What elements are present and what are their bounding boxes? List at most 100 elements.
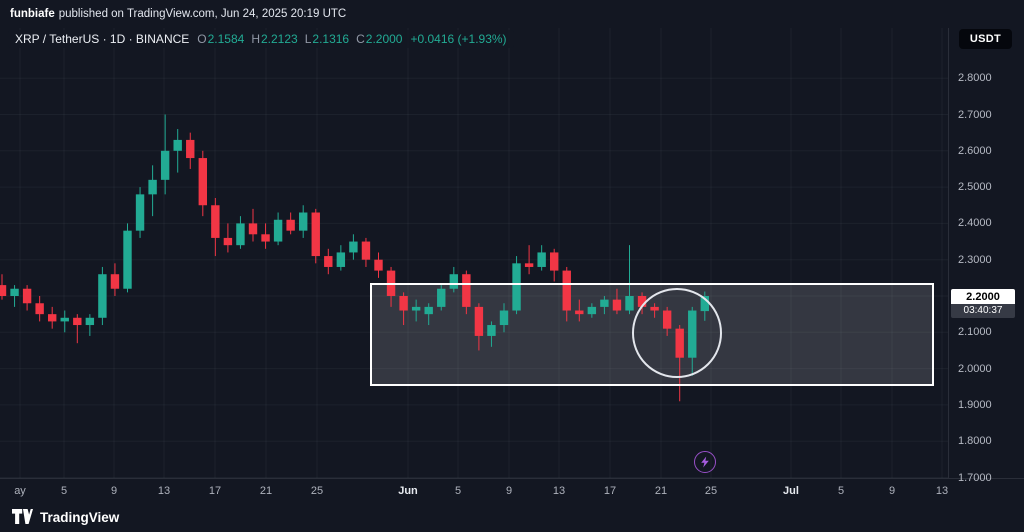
ohlc-pair: O2.1584	[197, 32, 245, 46]
candle-body	[299, 212, 308, 231]
time-axis-label: 13	[552, 485, 566, 497]
price-axis-label: 2.7000	[958, 108, 992, 121]
candle-body	[462, 274, 471, 307]
time-axis-label: 5	[454, 485, 462, 497]
candle-body	[524, 263, 534, 267]
candle-body	[60, 317, 69, 322]
time-axis-label: 5	[60, 485, 68, 497]
candle-body	[336, 252, 346, 267]
tradingview-logo-icon	[12, 509, 33, 524]
candle-body	[286, 219, 295, 231]
bar-countdown: 03:40:37	[951, 304, 1015, 318]
candle-body	[0, 285, 7, 296]
candle-body	[223, 237, 233, 246]
candle-body	[637, 296, 647, 307]
candle-body	[487, 325, 496, 336]
candle-body	[22, 288, 32, 304]
highlight-circle	[632, 288, 722, 378]
time-axis-label: 21	[654, 485, 668, 497]
candle-body	[186, 139, 195, 159]
time-axis-label: ay	[14, 485, 26, 497]
price-axis-label: 1.7000	[958, 471, 992, 484]
change-value: +0.0416 (+1.93%)	[410, 32, 507, 46]
candle-body	[85, 317, 95, 326]
candle-body	[261, 234, 270, 242]
last-price-value: 2.2000	[951, 289, 1015, 304]
price-axis-label: 2.6000	[958, 144, 992, 157]
candle-body	[575, 310, 584, 315]
price-axis-label: 2.5000	[958, 181, 992, 194]
time-axis-label: 9	[110, 485, 118, 497]
candle-body	[110, 274, 120, 289]
candle-body	[600, 299, 609, 307]
candle-body	[650, 306, 659, 311]
candle-body	[198, 158, 207, 206]
candle-body	[10, 288, 19, 296]
candle-body	[248, 223, 258, 235]
currency-toggle-button[interactable]: USDT	[958, 29, 1012, 49]
ohlc-pair: C2.2000	[356, 32, 403, 46]
candle-body	[349, 241, 358, 253]
time-axis-label: 9	[505, 485, 513, 497]
ohlc-pair: H2.2123	[251, 32, 298, 46]
candle-body	[311, 212, 320, 257]
candle-body	[135, 194, 145, 231]
candle-body	[424, 306, 433, 315]
candle-body	[675, 328, 684, 358]
price-axis-label: 2.0000	[958, 362, 992, 375]
ohlc-values: O2.1584 H2.2123 L2.1316 C2.2000	[197, 32, 402, 46]
time-axis-label: 9	[888, 485, 896, 497]
highlight-zone-border	[370, 283, 934, 386]
candle-body	[399, 296, 408, 311]
candle-body	[612, 299, 622, 311]
time-axis-label: 13	[157, 485, 171, 497]
tradingview-attribution[interactable]: TradingView	[12, 509, 119, 525]
publish-info-bar: funbiafe published on TradingView.com, J…	[0, 0, 1024, 28]
candle-body	[411, 306, 421, 311]
price-axis-label: 2.8000	[958, 72, 992, 85]
lightning-bolt-icon[interactable]	[694, 451, 716, 473]
candle-body	[48, 314, 57, 322]
candle-body	[437, 288, 446, 307]
time-axis-label: 5	[837, 485, 845, 497]
candle-body	[550, 252, 559, 271]
time-axis-label: 17	[208, 485, 222, 497]
candle-body	[499, 310, 509, 326]
price-axis-label: 2.1000	[958, 326, 992, 339]
price-axis-label: 1.9000	[958, 398, 992, 411]
tradingview-brand-text: TradingView	[40, 509, 120, 525]
candle-body	[273, 219, 283, 242]
price-axis-label: 2.3000	[958, 253, 992, 266]
last-price-label: 2.2000 03:40:37	[951, 289, 1015, 318]
candle-body	[73, 317, 82, 326]
candle-body	[324, 256, 333, 267]
time-axis-label: 13	[935, 485, 949, 497]
candle-body	[148, 179, 157, 195]
candle-body	[537, 252, 546, 267]
candle-body	[211, 205, 220, 238]
time-axis-label: 25	[310, 485, 324, 497]
candle-body	[562, 270, 571, 311]
candle-body	[449, 274, 458, 289]
publish-info-text: published on TradingView.com, Jun 24, 20…	[58, 8, 347, 20]
candle-body	[361, 241, 371, 260]
candle-body	[236, 223, 245, 246]
time-axis-label: 17	[603, 485, 617, 497]
bolt-glyph	[701, 456, 709, 468]
candle-body	[474, 306, 484, 336]
time-axis-label: Jul	[783, 485, 799, 497]
candle-body	[688, 310, 697, 358]
ohlc-pair: L2.1316	[304, 32, 350, 46]
candle-body	[587, 306, 597, 315]
candle-body	[700, 296, 709, 312]
candle-body	[512, 263, 521, 311]
chart-legend[interactable]: XRP / TetherUS · 1D · BINANCE O2.1584 H2.…	[8, 30, 514, 48]
time-axis-label: Jun	[398, 485, 418, 497]
candle-body	[374, 259, 383, 271]
symbol-title: XRP / TetherUS · 1D · BINANCE	[15, 32, 190, 46]
candle-body	[160, 150, 170, 180]
publisher-username: funbiafe	[10, 8, 55, 20]
price-axis-label: 2.4000	[958, 217, 992, 230]
